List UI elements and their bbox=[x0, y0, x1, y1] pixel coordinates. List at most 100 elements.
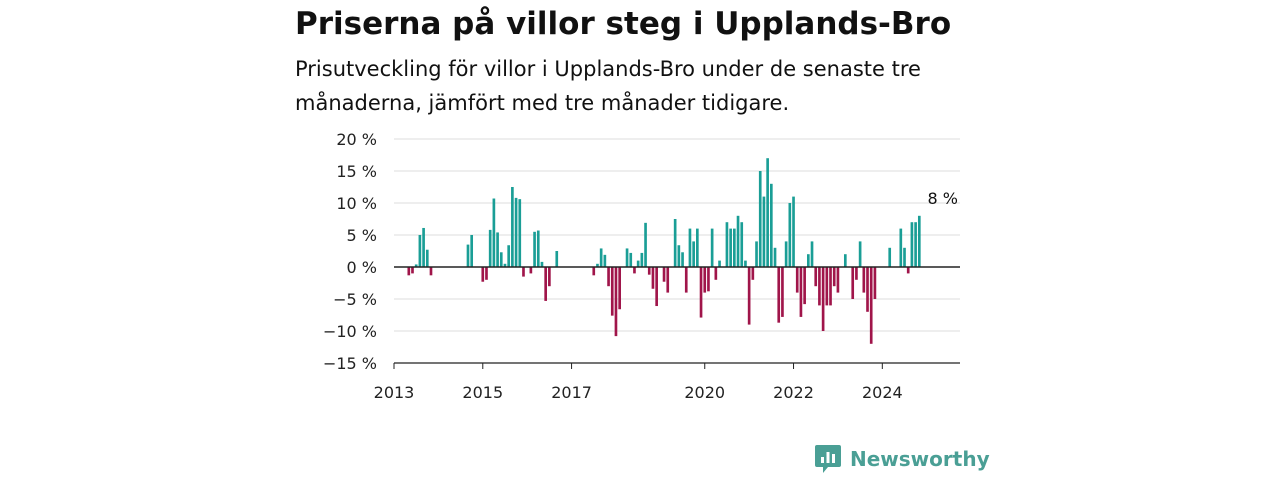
bar-negative bbox=[836, 267, 840, 293]
bar-negative bbox=[548, 267, 551, 287]
bar-positive bbox=[640, 252, 644, 267]
bar-negative bbox=[684, 267, 688, 293]
bar-positive bbox=[499, 252, 503, 267]
bar-negative bbox=[651, 267, 655, 289]
y-axis-ticks: 20 % 15 % 10 % 5 % 0 % −5 % −10 % −15 % bbox=[323, 130, 377, 373]
x-axis bbox=[394, 266, 960, 364]
bar-positive bbox=[740, 222, 744, 267]
bar-negative bbox=[814, 267, 818, 287]
bar-negative bbox=[851, 267, 855, 299]
bar-negative bbox=[592, 267, 596, 276]
bar-positive bbox=[710, 228, 714, 267]
bar-positive bbox=[843, 254, 847, 267]
bar-positive bbox=[888, 247, 892, 267]
bar-positive bbox=[414, 264, 418, 267]
bar-positive bbox=[736, 215, 740, 267]
bar-negative bbox=[832, 267, 836, 287]
bar-negative bbox=[647, 267, 651, 275]
bar-negative bbox=[751, 267, 755, 280]
bar-positive bbox=[625, 248, 629, 267]
bar-positive bbox=[603, 254, 607, 267]
bar-positive bbox=[766, 158, 769, 267]
bar-positive bbox=[503, 263, 507, 267]
bar-negative bbox=[662, 267, 666, 282]
bar-negative bbox=[795, 267, 799, 293]
y-tick-label: 20 % bbox=[336, 130, 377, 149]
bar-positive bbox=[596, 263, 599, 267]
bar-chart: 20 %15 %10 %5 %0 %−5 %−10 %−15 % 2013 201… bbox=[323, 130, 960, 402]
bar-positive bbox=[470, 235, 474, 267]
y-tick-label: −5 % bbox=[333, 290, 377, 309]
bar-positive bbox=[629, 252, 633, 267]
bar-positive bbox=[673, 219, 677, 267]
bar-positive bbox=[910, 222, 914, 267]
y-tick-label: 5 % bbox=[347, 226, 377, 245]
bar-positive bbox=[773, 247, 777, 267]
chart-subtitle: Prisutveckling för villor i Upplands-Bro… bbox=[295, 57, 921, 115]
bar-positive bbox=[496, 232, 499, 267]
bar-positive bbox=[762, 196, 766, 267]
bar-positive bbox=[681, 252, 684, 267]
bar-negative bbox=[855, 267, 858, 280]
bar-negative bbox=[481, 267, 485, 282]
bar-negative bbox=[407, 267, 411, 276]
gridlines bbox=[394, 138, 960, 332]
x-tick-label: 2013 bbox=[374, 383, 415, 402]
x-tick-label: 2020 bbox=[684, 383, 725, 402]
bar-negative bbox=[618, 267, 621, 310]
bar-negative bbox=[821, 267, 825, 331]
bar-positive bbox=[514, 197, 518, 267]
bar-negative bbox=[707, 267, 710, 292]
bar-negative bbox=[699, 267, 703, 318]
bar-negative bbox=[747, 267, 751, 325]
bar-positive bbox=[718, 260, 721, 267]
bar-negative bbox=[862, 267, 866, 293]
x-axis-ticks: 2013 2015 2017 2020 2022 2024 bbox=[374, 363, 903, 402]
bar-positive bbox=[899, 228, 903, 267]
y-tick-label: 0 % bbox=[347, 258, 377, 277]
bar-positive bbox=[692, 241, 695, 267]
bar-positive bbox=[418, 235, 422, 267]
bar-positive bbox=[858, 241, 862, 267]
bar-negative bbox=[818, 267, 821, 306]
bar-positive bbox=[518, 199, 522, 267]
bar-positive bbox=[492, 198, 496, 267]
bar-positive bbox=[636, 260, 640, 267]
bar-positive bbox=[744, 260, 747, 267]
bar-positive bbox=[511, 187, 514, 267]
bar-positive bbox=[807, 254, 810, 267]
bar-positive bbox=[688, 228, 692, 267]
bar-negative bbox=[544, 267, 547, 301]
bar-negative bbox=[411, 267, 414, 274]
bar-positive bbox=[488, 229, 492, 267]
brand-logo: Newsworthy bbox=[814, 444, 990, 474]
bar-negative bbox=[666, 267, 670, 293]
bars bbox=[407, 158, 921, 344]
bar-negative bbox=[799, 267, 803, 317]
bar-positive bbox=[507, 245, 511, 267]
bar-negative bbox=[655, 267, 658, 307]
bar-negative bbox=[869, 267, 873, 344]
bar-positive bbox=[917, 215, 921, 267]
y-tick-label: −10 % bbox=[323, 322, 377, 341]
bar-negative bbox=[607, 267, 610, 287]
chart-title: Priserna på villor steg i Upplands-Bro bbox=[295, 6, 952, 42]
bar-negative bbox=[614, 267, 618, 337]
bar-negative bbox=[825, 267, 829, 306]
bar-positive bbox=[422, 227, 425, 267]
x-tick-label: 2017 bbox=[551, 383, 592, 402]
bar-positive bbox=[644, 222, 647, 267]
bar-positive bbox=[466, 244, 470, 267]
bar-positive bbox=[536, 230, 540, 267]
bar-positive bbox=[733, 228, 736, 267]
bar-negative bbox=[529, 267, 533, 274]
bar-negative bbox=[633, 267, 636, 274]
bar-negative bbox=[485, 267, 488, 280]
bar-negative bbox=[829, 267, 832, 306]
bar-negative bbox=[781, 267, 784, 317]
bar-positive bbox=[425, 249, 429, 267]
bar-positive bbox=[729, 228, 732, 267]
bar-negative bbox=[777, 267, 781, 323]
bar-positive bbox=[533, 231, 536, 267]
y-tick-label: −15 % bbox=[323, 354, 377, 373]
